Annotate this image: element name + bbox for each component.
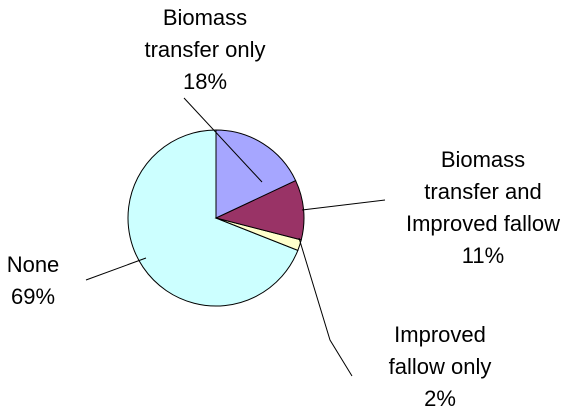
category-name: Improved fallow only xyxy=(388,322,492,379)
slice-label: Improved fallow only 2% xyxy=(365,319,515,414)
percent-label: 11% xyxy=(461,243,505,268)
category-name: Biomass transfer only xyxy=(144,5,266,62)
pie-slice xyxy=(215,129,297,219)
leader-line xyxy=(85,257,147,281)
leader-line xyxy=(301,199,386,211)
pie-slice xyxy=(127,129,299,307)
slice-label: Biomass transfer and Improved fallow 11% xyxy=(401,144,566,272)
percent-label: 18% xyxy=(182,69,228,94)
slice-label: None 69% xyxy=(3,249,63,313)
category-name: None xyxy=(6,252,60,277)
percent-label: 69% xyxy=(10,284,56,309)
category-name: Biomass transfer and Improved fallow xyxy=(405,147,561,236)
leader-line xyxy=(183,97,263,183)
slice-label: Biomass transfer only 18% xyxy=(130,2,280,98)
percent-label: 2% xyxy=(424,386,456,411)
leader-line xyxy=(298,237,353,377)
